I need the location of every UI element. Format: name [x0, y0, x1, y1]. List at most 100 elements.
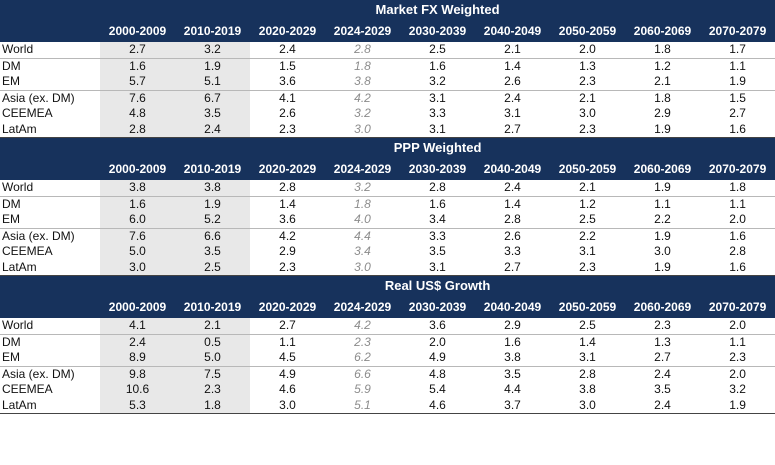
table-cell: 1.8 — [354, 196, 371, 211]
table-cell: 2.0 — [700, 212, 775, 229]
table-cell: 6.6 — [175, 228, 250, 244]
table-cell: 1.4 — [504, 58, 521, 73]
table-cell: 4.4 — [504, 382, 521, 397]
table-row: CEEMEA 5.0 3.5 2.9 3.4 3.5 3.3 3.1 3.0 2.8 — [0, 244, 775, 260]
table-row: Asia (ex. DM) 9.8 7.5 4.9 6.6 4.8 3.5 2.8 2.4 2.0 — [0, 366, 775, 382]
column-header: 2050-2059 — [550, 20, 625, 42]
table-cell: 5.1 — [325, 397, 400, 414]
table-cell: 3.0 — [325, 121, 400, 138]
table-cell: 3.0 — [325, 259, 400, 276]
table-cell: 6.7 — [175, 90, 250, 106]
table-cell: 1.9 — [625, 121, 700, 138]
table-cell: 1.5 — [279, 58, 296, 73]
table-cell: 2.7 — [100, 42, 175, 59]
table-row: World 2.7 3.2 2.4 2.8 2.5 2.1 2.0 1.8 1.7 — [0, 42, 775, 59]
table-cell: 2.1 — [625, 74, 700, 91]
column-header: 2070-2079 — [700, 158, 775, 180]
table-cell: 1.1 — [729, 196, 746, 211]
table-cell: 2.7 — [250, 318, 325, 335]
row-label: Asia (ex. DM) — [2, 90, 75, 105]
table-cell: 5.0 — [175, 350, 250, 367]
table-row: DM 1.6 1.9 1.4 1.8 1.6 1.4 1.2 1.1 1.1 — [0, 196, 775, 212]
table-cell: 5.3 — [100, 397, 175, 414]
table-cell: 6.6 — [354, 366, 371, 381]
table-cell: 3.5 — [429, 244, 446, 259]
table-cell: 1.9 — [175, 58, 250, 74]
table-cell: 1.7 — [700, 42, 775, 59]
table-cell: 2.8 — [400, 180, 475, 197]
table-row: LatAm 2.8 2.4 2.3 3.0 3.1 2.7 2.3 1.9 1.6 — [0, 121, 775, 138]
table-cell: 3.5 — [654, 382, 671, 397]
column-header: 2020-2029 — [250, 20, 325, 42]
table-cell: 3.5 — [175, 106, 250, 122]
table-cell: 2.5 — [400, 42, 475, 59]
table-cell: 2.5 — [550, 212, 625, 229]
table-cell: 1.2 — [654, 58, 671, 73]
section-title: Market FX Weighted — [100, 0, 775, 20]
row-label: LatAm — [0, 121, 100, 138]
column-header: 2030-2039 — [400, 296, 475, 318]
column-header: 2040-2049 — [475, 20, 550, 42]
table-cell: 3.6 — [250, 74, 325, 91]
table-cell: 1.8 — [175, 397, 250, 414]
table-cell: 3.4 — [354, 244, 371, 259]
table-cell: 2.4 — [504, 90, 521, 105]
table-cell: 2.0 — [700, 318, 775, 335]
table-row: EM 5.7 5.1 3.6 3.8 3.2 2.6 2.3 2.1 1.9 — [0, 74, 775, 91]
table-cell: 6.0 — [100, 212, 175, 229]
table-cell: 3.1 — [579, 244, 596, 259]
table-cell: 2.8 — [250, 180, 325, 197]
table-cell: 3.2 — [400, 74, 475, 91]
column-header: 2030-2039 — [400, 20, 475, 42]
table-cell: 1.6 — [700, 259, 775, 276]
column-header: 2070-2079 — [700, 20, 775, 42]
table-cell: 9.8 — [100, 366, 175, 382]
table-cell: 2.5 — [175, 259, 250, 276]
table-cell: 3.0 — [654, 244, 671, 259]
table-cell: 2.0 — [729, 366, 746, 381]
table-cell: 3.8 — [175, 180, 250, 197]
growth-table: Market FX Weighted 2000-2009 2010-2019 2020… — [0, 0, 775, 414]
table-cell: 4.2 — [354, 90, 371, 105]
column-header: 2024-2029 — [325, 20, 400, 42]
column-header-row: 2000-2009 2010-2019 2020-2029 2024-2029 2030… — [0, 158, 775, 180]
table-cell: 3.1 — [550, 350, 625, 367]
table-cell: 4.2 — [325, 318, 400, 335]
table-cell: 8.9 — [100, 350, 175, 367]
table-cell: 1.8 — [700, 180, 775, 197]
row-label: LatAm — [0, 397, 100, 414]
table-cell: 1.9 — [654, 228, 671, 243]
table-cell: 2.0 — [550, 42, 625, 59]
title-spacer — [0, 137, 100, 158]
table-cell: 1.1 — [279, 334, 296, 349]
table-cell: 2.6 — [279, 106, 296, 121]
table-cell: 1.9 — [625, 180, 700, 197]
column-header: 2010-2019 — [175, 296, 250, 318]
table-cell: 3.1 — [504, 106, 521, 121]
table-cell: 2.8 — [579, 366, 596, 381]
header-spacer — [0, 158, 100, 180]
table-cell: 1.3 — [579, 58, 596, 73]
table-cell: 1.1 — [729, 58, 746, 73]
column-header: 2000-2009 — [100, 296, 175, 318]
table-cell: 5.9 — [354, 382, 371, 397]
column-header: 2000-2009 — [100, 158, 175, 180]
table-cell: 3.1 — [400, 259, 475, 276]
table-cell: 1.9 — [700, 397, 775, 414]
table-cell: 1.6 — [729, 228, 746, 243]
table-cell: 1.4 — [504, 196, 521, 211]
table-cell: 4.9 — [400, 350, 475, 367]
header-spacer — [0, 20, 100, 42]
title-spacer — [0, 275, 100, 296]
row-label: World — [0, 180, 100, 197]
table-cell: 3.5 — [175, 244, 250, 260]
table-cell: 1.8 — [354, 58, 371, 73]
row-label: DM — [2, 334, 21, 349]
column-header-row: 2000-2009 2010-2019 2020-2029 2024-2029 2030… — [0, 296, 775, 318]
table-cell: 2.8 — [100, 121, 175, 138]
table-cell: 1.6 — [700, 121, 775, 138]
table-cell: 3.6 — [400, 318, 475, 335]
table-cell: 2.8 — [475, 212, 550, 229]
table-cell: 2.4 — [250, 42, 325, 59]
table-cell: 2.7 — [729, 106, 746, 121]
